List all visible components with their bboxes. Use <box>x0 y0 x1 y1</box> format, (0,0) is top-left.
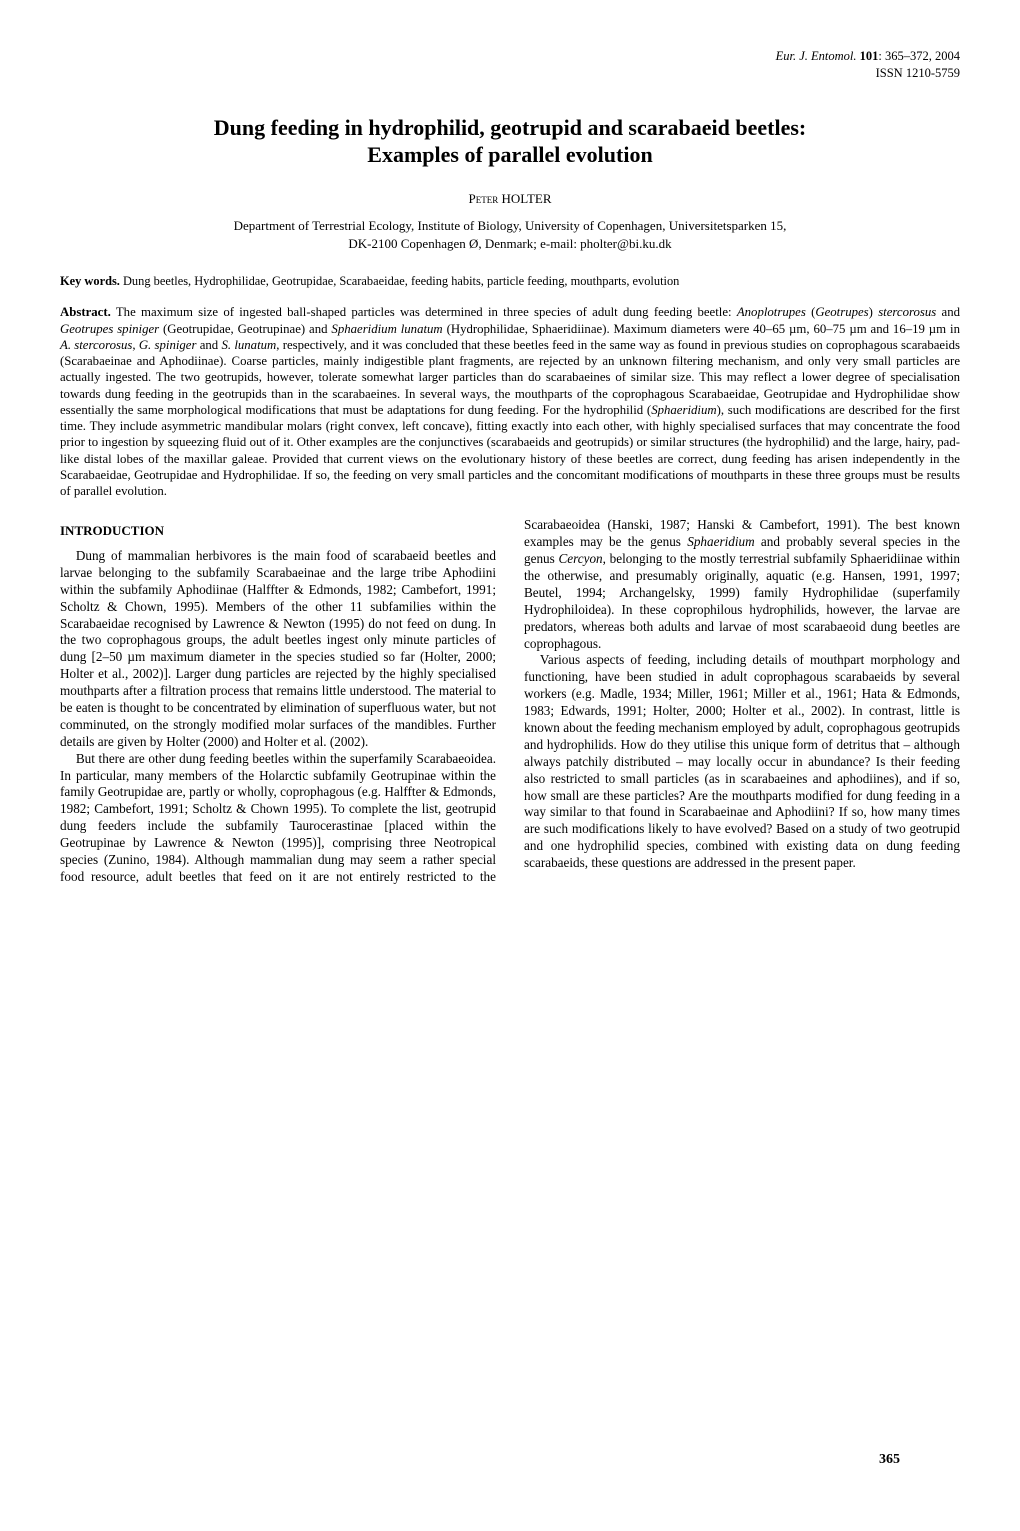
affiliation-line-1: Department of Terrestrial Ecology, Insti… <box>234 218 787 233</box>
body-columns: INTRODUCTION Dung of mammalian herbivore… <box>60 517 960 885</box>
keywords: Key words. Dung beetles, Hydrophilidae, … <box>60 274 960 290</box>
keywords-text: Dung beetles, Hydrophilidae, Geotrupidae… <box>120 274 679 288</box>
title-line-1: Dung feeding in hydrophilid, geotrupid a… <box>214 115 806 140</box>
author: Peter HOLTER <box>60 191 960 208</box>
affiliation: Department of Terrestrial Ecology, Insti… <box>60 217 960 252</box>
pages-value: 365–372, 2004 <box>885 49 960 63</box>
author-first: Peter <box>468 191 498 206</box>
volume: 101 <box>860 49 879 63</box>
page-number: 365 <box>879 1451 900 1469</box>
keywords-label: Key words. <box>60 274 120 288</box>
title-line-2: Examples of parallel evolution <box>367 142 652 167</box>
header-meta: Eur. J. Entomol. 101: 365–372, 2004 ISSN… <box>60 48 960 82</box>
abstract-text: The maximum size of ingested ball-shaped… <box>60 305 960 498</box>
body-paragraph: Dung of mammalian herbivores is the main… <box>60 548 496 751</box>
abstract-label: Abstract. <box>60 305 111 319</box>
page: { "meta": { "journal": "Eur. J. Entomol.… <box>60 48 960 1491</box>
pages: : <box>878 49 885 63</box>
body-paragraph: Various aspects of feeding, including de… <box>524 652 960 872</box>
abstract: Abstract. The maximum size of ingested b… <box>60 304 960 499</box>
journal-name: Eur. J. Entomol. <box>776 49 857 63</box>
affiliation-line-2: DK-2100 Copenhagen Ø, Denmark; e-mail: p… <box>348 236 671 251</box>
issn: ISSN 1210-5759 <box>876 66 960 80</box>
section-heading-introduction: INTRODUCTION <box>60 523 496 540</box>
author-last: HOLTER <box>501 191 551 206</box>
article-title: Dung feeding in hydrophilid, geotrupid a… <box>60 114 960 169</box>
